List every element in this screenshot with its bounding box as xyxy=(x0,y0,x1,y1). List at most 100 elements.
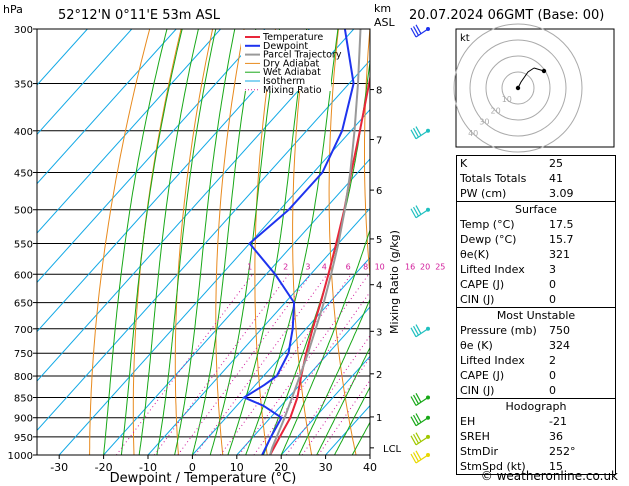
km-tick-label: 5 xyxy=(376,235,382,246)
most-unstable-value: 750 xyxy=(549,324,570,337)
surface-row: Dewp (°C) 15.7 xyxy=(457,232,615,247)
hodograph-value: 252° xyxy=(549,445,576,458)
dewpoint-profile xyxy=(242,29,355,455)
wet-adiabat-line xyxy=(103,29,168,455)
plot-area xyxy=(37,29,445,455)
surface-label: CIN (J) xyxy=(460,293,495,306)
wet-adiabat-line xyxy=(120,29,183,455)
indices-panel: K 25 Totals Totals 41 PW (cm) 3.09 Surface Te… xyxy=(456,155,616,475)
hodograph-ring xyxy=(453,23,583,153)
wind-barb-feather xyxy=(412,26,420,36)
index-label: PW (cm) xyxy=(460,187,507,200)
hodograph-ring-label: 20 xyxy=(491,106,501,115)
wet-adiabat-line xyxy=(209,29,281,455)
surface-row: θe(K) 321 xyxy=(457,247,615,262)
hodograph-label: StmSpd (kt) xyxy=(460,460,526,473)
km-tick-label: LCL xyxy=(383,444,402,455)
hodograph-ring xyxy=(501,71,535,105)
hodograph-ring xyxy=(485,55,551,121)
pressure-tick-label: 450 xyxy=(14,168,33,179)
axis-labels: 3003504004505005506006507007508008509009… xyxy=(8,25,377,474)
surface-row: Lifted Index 3 xyxy=(457,262,615,277)
mixing-ratio-line xyxy=(285,334,370,455)
hodograph-value: 36 xyxy=(549,430,563,443)
hodograph-rows: EH -21 SREH 36 StmDir 252° StmSpd (kt) 15 xyxy=(457,414,615,474)
isotherm-line xyxy=(192,256,370,455)
wind-barb-dot xyxy=(426,434,430,439)
pressure-tick-label: 350 xyxy=(14,80,33,91)
wind-barb-feather xyxy=(415,450,422,461)
most-unstable-value: 324 xyxy=(549,339,570,352)
surface-row: CAPE (J) 0 xyxy=(457,277,615,292)
surface-row: CIN (J) 0 xyxy=(457,292,615,307)
most-unstable-row: Pressure (mb) 750 xyxy=(457,323,615,338)
hodograph-origin xyxy=(515,85,521,91)
most-unstable-label: CAPE (J) xyxy=(460,369,505,382)
most-unstable-section: Most Unstable Pressure (mb) 750 θe (K) 324 L… xyxy=(457,307,615,398)
pressure-tick-label: 750 xyxy=(14,349,33,360)
index-label: K xyxy=(460,157,468,170)
hodograph-label: StmDir xyxy=(460,445,499,458)
mixing-ratio-label: 20 xyxy=(420,262,430,271)
hodograph-label: EH xyxy=(460,415,476,428)
wind-barb-feather xyxy=(412,325,420,336)
dry-adiabat-line xyxy=(399,29,445,455)
legend-label: Mixing Ratio xyxy=(263,85,322,96)
dry-adiabat-line xyxy=(364,29,370,281)
wind-barb-feather xyxy=(412,127,420,138)
wind-barb-feather xyxy=(412,452,420,462)
parcel-trajectory-profile xyxy=(269,29,362,455)
wind-barb-feather xyxy=(412,394,420,405)
wind-barb-dot xyxy=(426,453,430,457)
wind-barb-dot xyxy=(426,415,430,420)
hodograph-ring xyxy=(469,39,567,137)
hodograph-frame xyxy=(455,28,615,148)
hodograph-units: kt xyxy=(460,33,470,44)
wind-barb-feather xyxy=(412,433,420,444)
legend-label: Temperature xyxy=(262,32,323,43)
most-unstable-row: Lifted Index 2 xyxy=(457,353,615,368)
surface-rows: Temp (°C) 17.5 Dewp (°C) 15.7 θe(K) 321 Lifted… xyxy=(457,217,615,307)
index-value: 3.09 xyxy=(549,187,574,200)
mixing-ratio-label: 3 xyxy=(305,262,310,271)
pressure-tick-label: 700 xyxy=(14,325,33,336)
wet-adiabat-line xyxy=(316,346,370,455)
mixing-ratio-line xyxy=(317,379,370,455)
wind-barb-dot xyxy=(426,326,430,331)
wind-barb-feather xyxy=(410,129,417,140)
wind-barb-feather xyxy=(410,396,417,406)
isotherm-line xyxy=(37,29,310,333)
dry-adiabat-line xyxy=(174,29,214,455)
wind-barb-dot xyxy=(426,128,430,133)
mixing-ratio-line xyxy=(253,291,370,455)
wind-barb-feather xyxy=(410,453,417,464)
wind-barb-feather xyxy=(415,432,422,442)
most-unstable-label: Pressure (mb) xyxy=(460,324,537,337)
wind-barb-feather xyxy=(415,205,422,215)
isotherm-line xyxy=(37,29,221,234)
pressure-tick-label: 800 xyxy=(14,372,33,383)
surface-label: θe(K) xyxy=(460,248,490,261)
pressure-tick-label: 600 xyxy=(14,270,33,281)
surface-value: 17.5 xyxy=(549,218,574,231)
index-label: Totals Totals xyxy=(460,172,527,185)
temperature-tick-label: -20 xyxy=(95,461,113,474)
wind-barbs xyxy=(410,24,430,464)
hodograph-ring-label: 40 xyxy=(468,129,478,138)
location-label: 52°12'N 0°11'E 53m ASL xyxy=(58,8,221,23)
wind-barb-feather xyxy=(415,324,422,334)
wind-barb-feather xyxy=(412,206,420,217)
hodograph-trace xyxy=(517,67,535,89)
most-unstable-label: CIN (J) xyxy=(460,384,495,397)
legend-label: Dry Adiabat xyxy=(263,58,320,69)
wet-adiabat-line xyxy=(174,29,236,455)
wet-adiabat-line xyxy=(156,29,217,455)
mixing-ratio-label: 1 xyxy=(247,262,252,271)
km-tick-label: 8 xyxy=(376,86,382,97)
wet-adiabat-line xyxy=(298,297,370,455)
pressure-tick-label: 850 xyxy=(14,393,33,404)
isotherm-line xyxy=(280,355,370,455)
wind-barb-feather xyxy=(415,24,422,35)
surface-value: 15.7 xyxy=(549,233,574,246)
surface-title: Surface xyxy=(515,203,557,216)
